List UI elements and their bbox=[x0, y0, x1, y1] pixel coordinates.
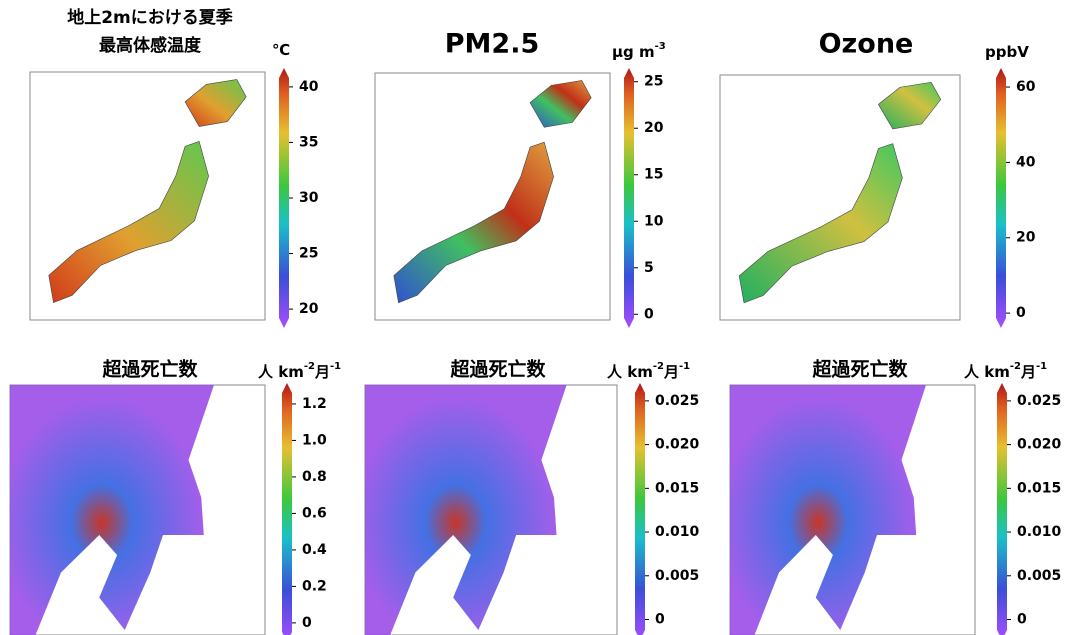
panel-title: 超過死亡数 bbox=[101, 358, 198, 381]
colorbar-tick-label: 0 bbox=[1016, 305, 1026, 321]
colorbar-tick-label: 25 bbox=[644, 74, 663, 90]
panel-title: PM2.5 bbox=[445, 29, 540, 60]
unit-label: 人 km-2月-1 bbox=[258, 361, 341, 381]
unit-text: 月 bbox=[314, 363, 330, 381]
colorbar-tick-label: 0.005 bbox=[655, 568, 699, 584]
unit-text: ℃ bbox=[272, 41, 290, 59]
unit-label: ppbV bbox=[985, 43, 1029, 61]
panel-title: 超過死亡数 bbox=[811, 358, 908, 381]
unit-superscript: -3 bbox=[655, 41, 666, 52]
colorbar-tick-label: 0.020 bbox=[1017, 437, 1062, 453]
panel-title: 最高体感温度 bbox=[99, 35, 202, 56]
unit-superscript: -1 bbox=[1036, 361, 1047, 372]
colorbar-tick-label: 20 bbox=[644, 120, 664, 136]
colorbar-tick-label: 0 bbox=[644, 306, 654, 322]
unit-text: 人 km bbox=[607, 363, 653, 381]
colorbar-tick-label: 0 bbox=[655, 612, 665, 628]
unit-text: 月 bbox=[1020, 363, 1036, 381]
unit-text: μg m bbox=[612, 43, 655, 61]
colorbar-tick-label: 0.6 bbox=[302, 505, 327, 521]
unit-superscript: -1 bbox=[679, 361, 690, 372]
unit-label: ℃ bbox=[272, 41, 290, 59]
panel-title: 超過死亡数 bbox=[449, 358, 546, 381]
figure: 地上2mにおける夏季最高体感温度 ℃ 20 25 30 35 40 PM2.5 μg m-3 0 5… bbox=[0, 0, 1067, 635]
unit-superscript: -2 bbox=[304, 361, 315, 372]
unit-superscript: -1 bbox=[330, 361, 341, 372]
colorbar-tick-label: 0.015 bbox=[1017, 480, 1061, 496]
colorbar bbox=[635, 383, 645, 635]
colorbar-tick-label: 40 bbox=[299, 79, 319, 95]
unit-label: 人 km-2月-1 bbox=[964, 361, 1047, 381]
colorbar-tick-label: 0.015 bbox=[655, 480, 699, 496]
unit-text: 月 bbox=[663, 363, 679, 381]
unit-text: 人 km bbox=[258, 363, 304, 381]
colorbar-tick-label: 15 bbox=[644, 167, 663, 183]
unit-text: ppbV bbox=[985, 43, 1029, 61]
colorbar-tick-label: 35 bbox=[299, 134, 318, 150]
colorbar bbox=[997, 383, 1007, 635]
colorbar-tick-label: 0 bbox=[1017, 612, 1027, 628]
colorbar-tick-label: 1.2 bbox=[302, 396, 327, 412]
colorbar bbox=[624, 68, 634, 328]
colorbar-tick-label: 1.0 bbox=[302, 432, 327, 448]
unit-label: 人 km-2月-1 bbox=[607, 361, 690, 381]
colorbar-tick-label: 60 bbox=[1016, 79, 1036, 95]
colorbar-tick-label: 0.010 bbox=[1017, 524, 1062, 540]
colorbar-tick-label: 0.025 bbox=[655, 393, 699, 409]
colorbar-tick-label: 0 bbox=[302, 615, 312, 631]
colorbar-tick-label: 10 bbox=[644, 213, 664, 229]
colorbar-tick-label: 0.025 bbox=[1017, 393, 1061, 409]
unit-superscript: -2 bbox=[653, 361, 664, 372]
colorbar-tick-label: 0.020 bbox=[655, 437, 700, 453]
colorbar-tick-label: 0.010 bbox=[655, 524, 700, 540]
colorbar-tick-label: 0.2 bbox=[302, 578, 327, 594]
colorbar-tick-label: 0.005 bbox=[1017, 568, 1061, 584]
colorbar-tick-label: 0.8 bbox=[302, 469, 327, 485]
colorbar-tick-label: 30 bbox=[299, 190, 319, 206]
colorbar-tick-label: 20 bbox=[299, 301, 319, 317]
colorbar-tick-label: 20 bbox=[1016, 230, 1036, 246]
unit-label: μg m-3 bbox=[612, 41, 666, 61]
colorbar bbox=[282, 383, 292, 635]
maps bbox=[10, 72, 975, 635]
colorbar-tick-label: 0.4 bbox=[302, 542, 327, 558]
unit-superscript: -2 bbox=[1010, 361, 1021, 372]
colorbar bbox=[996, 68, 1006, 328]
colorbar-tick-label: 40 bbox=[1016, 154, 1036, 170]
panel-title: Ozone bbox=[819, 29, 914, 60]
colorbar-tick-label: 5 bbox=[644, 260, 654, 276]
unit-text: 人 km bbox=[964, 363, 1010, 381]
panel-title: 地上2mにおける夏季 bbox=[67, 7, 233, 28]
colorbar bbox=[279, 68, 289, 328]
colorbar-tick-label: 25 bbox=[299, 246, 318, 262]
